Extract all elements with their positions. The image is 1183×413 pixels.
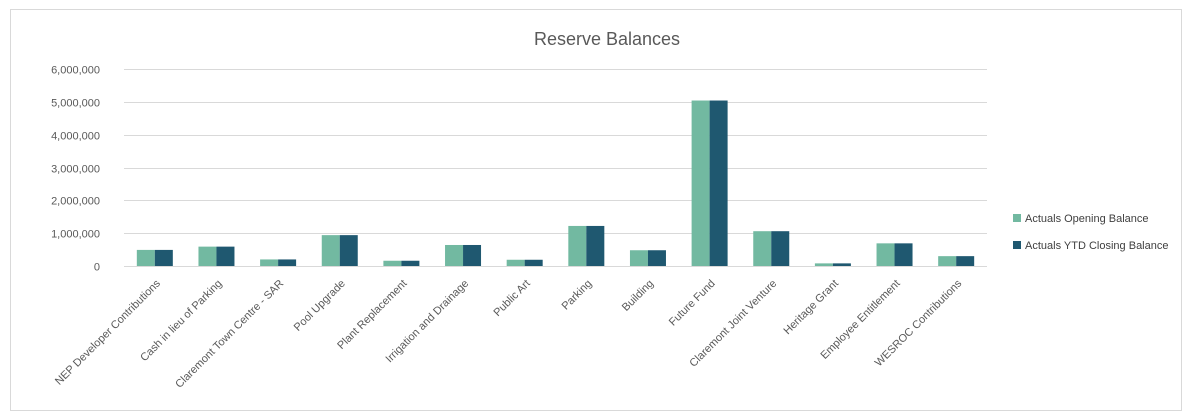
bars <box>136 100 975 267</box>
bar-closing <box>154 249 173 266</box>
bar-closing <box>339 235 358 266</box>
bar-closing <box>832 263 851 266</box>
gridlines <box>124 69 987 267</box>
bar-opening <box>445 244 464 266</box>
bar-closing <box>647 250 666 266</box>
chart-area: Reserve Balances 0 1,000,000 2,000,000 3,00… <box>10 9 1182 411</box>
x-tick-label: NEP Developer Contributions <box>53 277 163 387</box>
bar-opening <box>506 259 525 266</box>
bar-opening <box>814 263 833 266</box>
bar-opening <box>321 235 340 266</box>
bar-closing <box>463 244 482 266</box>
y-tick-label: 6,000,000 <box>51 65 100 77</box>
x-tick-label: Future Fund <box>667 278 718 329</box>
legend-label: Actuals Opening Balance <box>1025 213 1149 225</box>
x-tick-label: Claremont Town Centre - SAR <box>173 278 286 391</box>
bar-opening <box>938 256 957 266</box>
bar-closing <box>278 259 297 266</box>
bar-closing <box>401 260 420 266</box>
x-tick-label: Public Art <box>491 278 532 319</box>
x-tick-label: Building <box>620 278 656 314</box>
bar-closing <box>771 231 790 266</box>
bar-closing <box>586 225 605 266</box>
bar-closing <box>524 259 543 266</box>
legend-swatch <box>1013 214 1021 222</box>
y-tick-label: 2,000,000 <box>51 196 100 208</box>
bar-closing <box>956 256 975 266</box>
bar-closing <box>216 246 235 266</box>
chart-title: Reserve Balances <box>534 29 680 49</box>
bar-opening <box>691 100 710 267</box>
bar-opening <box>876 243 895 266</box>
y-tick-label: 3,000,000 <box>51 164 100 176</box>
legend-label: Actuals YTD Closing Balance <box>1025 240 1168 252</box>
legend-swatch <box>1013 241 1021 249</box>
legend-item: Actuals Opening Balance <box>1013 213 1149 225</box>
bar-chart: Reserve Balances 0 1,000,000 2,000,000 3,00… <box>51 29 1168 391</box>
bar-closing <box>709 100 728 267</box>
y-tick-label: 4,000,000 <box>51 131 100 143</box>
y-axis-ticks: 0 1,000,000 2,000,000 3,000,000 4,000,000 5,0… <box>51 65 100 274</box>
bar-opening <box>629 250 648 266</box>
legend-item: Actuals YTD Closing Balance <box>1013 240 1168 252</box>
y-tick-label: 5,000,000 <box>51 98 100 110</box>
legend: Actuals Opening Balance Actuals YTD Closi… <box>1013 213 1168 252</box>
bar-opening <box>136 249 155 266</box>
bar-opening <box>198 246 217 266</box>
x-tick-label: Parking <box>560 278 595 313</box>
y-tick-label: 1,000,000 <box>51 229 100 241</box>
bar-opening <box>753 231 772 266</box>
bar-opening <box>260 259 279 266</box>
y-tick-label: 0 <box>94 262 100 274</box>
x-tick-label: Heritage Grant <box>782 278 842 338</box>
bar-opening <box>383 260 402 266</box>
x-tick-label: Pool Upgrade <box>292 278 348 334</box>
bar-closing <box>894 243 913 266</box>
bar-opening <box>568 225 587 266</box>
